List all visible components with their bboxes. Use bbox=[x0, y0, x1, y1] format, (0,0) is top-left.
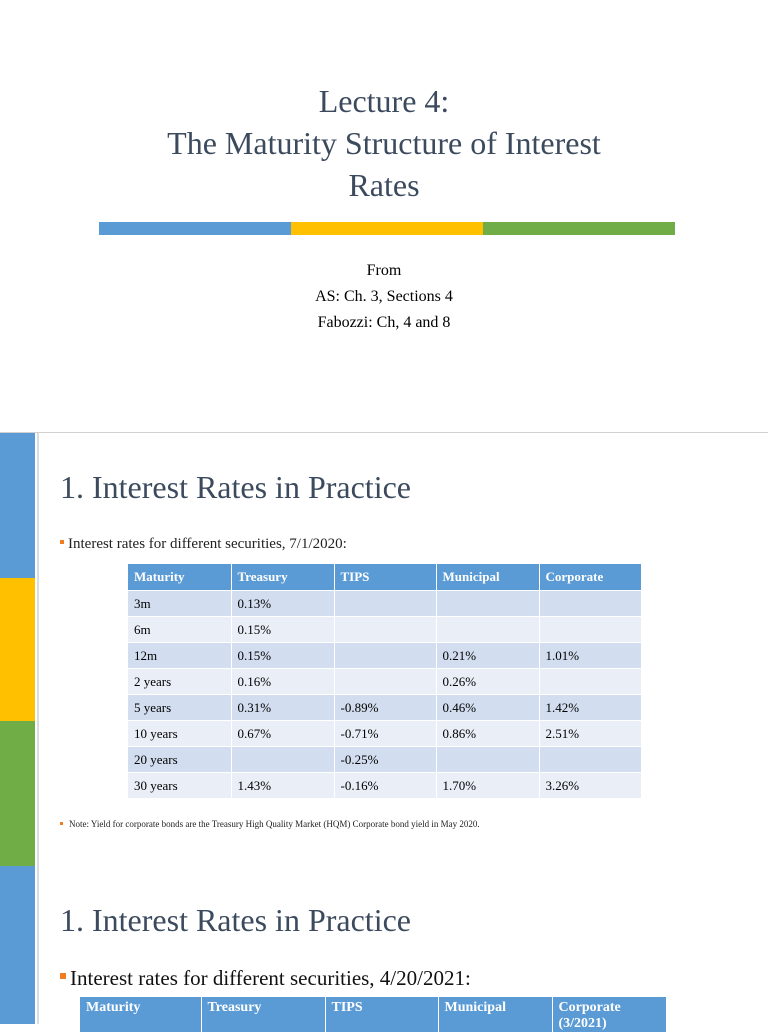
table-row: 30 years 1.43% -0.16% 1.70% 3.26% bbox=[128, 772, 642, 798]
cell: 12m bbox=[128, 642, 232, 669]
from-label: From bbox=[366, 262, 402, 279]
table-row: 3m 0.13% bbox=[128, 590, 642, 617]
cell: 0.21% bbox=[436, 642, 540, 669]
title-line: The Maturity Structure of Interest bbox=[167, 125, 601, 161]
slide2-bullet: Interest rates for different securities,… bbox=[60, 535, 347, 553]
table-row: 12m 0.15% 0.21% 1.01% bbox=[128, 642, 642, 669]
cell bbox=[334, 590, 437, 617]
cell: 3.26% bbox=[539, 772, 642, 798]
table-row: 5 years 0.31% -0.89% 0.46% 1.42% bbox=[128, 694, 642, 721]
cell bbox=[539, 746, 642, 773]
header-municipal: Municipal bbox=[436, 564, 540, 591]
cell: 2.51% bbox=[539, 720, 642, 747]
color-bar bbox=[99, 222, 675, 235]
header-maturity: Maturity bbox=[128, 564, 232, 591]
cell: 30 years bbox=[128, 772, 232, 798]
title-line: Lecture 4: bbox=[318, 83, 450, 119]
cell: 2 years bbox=[128, 668, 232, 695]
header-corporate: Corporate (3/2021) bbox=[552, 997, 667, 1032]
source-references: From AS: Ch. 3, Sections 4 Fabozzi: Ch, … bbox=[0, 258, 768, 336]
header-treasury: Treasury bbox=[201, 997, 326, 1032]
table-header-row: Maturity Treasury TIPS Municipal Corpora… bbox=[128, 564, 642, 591]
cell bbox=[436, 590, 540, 617]
cell: 5 years bbox=[128, 694, 232, 721]
cell: 0.46% bbox=[436, 694, 540, 721]
header-treasury: Treasury bbox=[231, 564, 335, 591]
cell: 0.86% bbox=[436, 720, 540, 747]
slide3-bullet: Interest rates for different securities,… bbox=[60, 965, 471, 991]
cell bbox=[539, 590, 642, 617]
cell bbox=[436, 616, 540, 643]
interest-rates-table-2020: Maturity Treasury TIPS Municipal Corpora… bbox=[128, 564, 642, 798]
color-bar-yellow bbox=[291, 222, 483, 235]
title-line: Rates bbox=[348, 167, 420, 203]
cell bbox=[334, 616, 437, 643]
strip-blue bbox=[0, 433, 35, 578]
cell: 1.70% bbox=[436, 772, 540, 798]
slide-divider bbox=[0, 432, 768, 433]
cell: 20 years bbox=[128, 746, 232, 773]
slide2-title: 1. Interest Rates in Practice bbox=[60, 469, 411, 505]
cell: 1.43% bbox=[231, 772, 335, 798]
strip-green bbox=[0, 721, 35, 866]
slide2-note: Note: Yield for corporate bonds are the … bbox=[60, 818, 480, 830]
reference-line: AS: Ch. 3, Sections 4 bbox=[315, 288, 453, 305]
cell bbox=[231, 746, 335, 773]
slide3-title: 1. Interest Rates in Practice bbox=[60, 902, 411, 938]
cell: 0.31% bbox=[231, 694, 335, 721]
cell: 0.13% bbox=[231, 590, 335, 617]
bullet-square-icon bbox=[60, 822, 63, 826]
cell: 0.26% bbox=[436, 668, 540, 695]
cell: 0.15% bbox=[231, 616, 335, 643]
slide3-bullet-text: Interest rates for different securities,… bbox=[70, 966, 471, 990]
cell: -0.71% bbox=[334, 720, 437, 747]
color-bar-blue bbox=[99, 222, 291, 235]
title-slide: Lecture 4: The Maturity Structure of Int… bbox=[0, 0, 768, 432]
cell bbox=[539, 616, 642, 643]
cell: -0.89% bbox=[334, 694, 437, 721]
interest-rates-table-2021: Maturity Treasury TIPS Municipal Corpora… bbox=[80, 997, 667, 1032]
cell: 0.67% bbox=[231, 720, 335, 747]
cell bbox=[539, 668, 642, 695]
reference-line: Fabozzi: Ch, 4 and 8 bbox=[317, 314, 451, 331]
cell bbox=[334, 668, 437, 695]
table-row: 6m 0.15% bbox=[128, 616, 642, 643]
cell: 6m bbox=[128, 616, 232, 643]
cell bbox=[334, 642, 437, 669]
table-row: 2 years 0.16% 0.26% bbox=[128, 668, 642, 695]
table-header-row: Maturity Treasury TIPS Municipal Corpora… bbox=[80, 997, 667, 1032]
bullet-square-icon bbox=[60, 973, 66, 980]
slide2-note-text: Note: Yield for corporate bonds are the … bbox=[69, 819, 480, 829]
lecture-title: Lecture 4: The Maturity Structure of Int… bbox=[0, 80, 768, 206]
header-tips: TIPS bbox=[334, 564, 437, 591]
table-row: 10 years 0.67% -0.71% 0.86% 2.51% bbox=[128, 720, 642, 747]
cell: -0.25% bbox=[334, 746, 437, 773]
cell: 3m bbox=[128, 590, 232, 617]
cell: 1.42% bbox=[539, 694, 642, 721]
table-row: 20 years -0.25% bbox=[128, 746, 642, 773]
strip-divider-line bbox=[37, 433, 39, 1024]
slide2-bullet-text: Interest rates for different securities,… bbox=[68, 536, 347, 552]
bullet-square-icon bbox=[60, 539, 64, 544]
strip-yellow bbox=[0, 578, 35, 721]
cell: 10 years bbox=[128, 720, 232, 747]
cell: 0.15% bbox=[231, 642, 335, 669]
strip-blue-2 bbox=[0, 866, 35, 1024]
cell bbox=[436, 746, 540, 773]
header-tips: TIPS bbox=[325, 997, 439, 1032]
header-municipal: Municipal bbox=[438, 997, 553, 1032]
color-bar-green bbox=[483, 222, 675, 235]
header-maturity: Maturity bbox=[80, 997, 202, 1032]
cell: 0.16% bbox=[231, 668, 335, 695]
header-corporate: Corporate bbox=[539, 564, 642, 591]
cell: -0.16% bbox=[334, 772, 437, 798]
cell: 1.01% bbox=[539, 642, 642, 669]
